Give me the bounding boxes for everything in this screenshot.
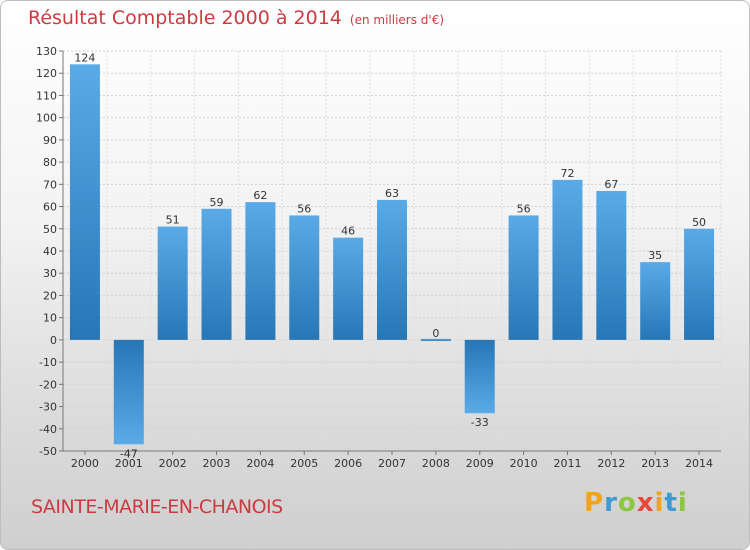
- y-tick-label: 70: [43, 178, 57, 191]
- y-tick-label: 90: [43, 134, 57, 147]
- bar-2000: [69, 64, 100, 340]
- y-tick-label: 80: [43, 156, 57, 169]
- logo-letter: t: [664, 488, 678, 518]
- chart-title-text: Résultat Comptable 2000 à 2014: [28, 7, 342, 29]
- x-tick-label-2005: 2005: [290, 457, 318, 470]
- bar-2007: [377, 199, 407, 340]
- x-tick-label-2010: 2010: [510, 457, 538, 470]
- value-label-2011: 72: [560, 167, 574, 180]
- bar-2002: [157, 226, 188, 340]
- x-tick-label-2003: 2003: [203, 457, 231, 470]
- proxiti-logo[interactable]: Proxiti: [584, 488, 688, 518]
- y-tick-label: 0: [50, 334, 57, 347]
- bar-2013: [640, 262, 671, 340]
- value-label-2012: 67: [604, 178, 618, 191]
- logo-letter: i: [654, 488, 665, 518]
- y-tick-label: 130: [36, 45, 57, 58]
- x-tick-label-2012: 2012: [597, 457, 625, 470]
- bar-2012: [596, 191, 627, 340]
- chart-unit: (en milliers d'€): [349, 13, 445, 27]
- value-label-2004: 62: [253, 189, 267, 202]
- y-tick-label: -20: [39, 378, 57, 391]
- x-tick-label-2013: 2013: [641, 457, 669, 470]
- x-tick-label-2014: 2014: [685, 457, 713, 470]
- logo-letter: P: [584, 488, 605, 518]
- y-tick-label: -10: [39, 356, 57, 369]
- y-tick-label: 10: [43, 312, 57, 325]
- y-tick-label: 50: [43, 223, 57, 236]
- x-tick-label-2007: 2007: [378, 457, 406, 470]
- value-label-2009: -33: [471, 416, 489, 429]
- y-tick-label: 40: [43, 245, 57, 258]
- x-tick-label-2002: 2002: [159, 457, 187, 470]
- logo-letter: i: [677, 488, 688, 518]
- y-tick-label: 100: [36, 112, 57, 125]
- bar-2011: [552, 179, 583, 340]
- value-label-2006: 46: [341, 225, 355, 238]
- value-label-2002: 51: [166, 214, 180, 227]
- value-label-2005: 56: [297, 202, 311, 215]
- bar-2005: [289, 215, 320, 340]
- y-tick-label: 20: [43, 289, 57, 302]
- bar-2004: [245, 202, 276, 340]
- x-tick-label-2006: 2006: [334, 457, 362, 470]
- x-tick-label-2011: 2011: [553, 457, 581, 470]
- y-tick-label: 60: [43, 201, 57, 214]
- bar-2010: [508, 215, 539, 340]
- value-label-2014: 50: [692, 216, 706, 229]
- value-label-2007: 63: [385, 187, 399, 200]
- y-tick-label: -50: [39, 445, 57, 458]
- chart-title: Résultat Comptable 2000 à 2014 (en millie…: [28, 7, 444, 29]
- value-label-2010: 56: [517, 202, 531, 215]
- value-label-2003: 59: [210, 196, 224, 209]
- value-label-2013: 35: [648, 249, 662, 262]
- logo-letter: o: [617, 488, 637, 518]
- bar-2003: [201, 208, 232, 340]
- y-tick-label: 120: [36, 67, 57, 80]
- value-label-2000: 124: [74, 51, 95, 64]
- bar-2001: [113, 339, 144, 445]
- bar-2006: [333, 237, 364, 340]
- bar-2009: [464, 339, 495, 414]
- bar-2008: [420, 338, 451, 341]
- x-tick-label-2001: 2001: [115, 457, 143, 470]
- logo-letter: r: [604, 488, 618, 518]
- y-tick-label: -30: [39, 401, 57, 414]
- x-tick-label-2000: 2000: [71, 457, 99, 470]
- y-tick-label: 110: [36, 89, 57, 102]
- y-tick-label: 30: [43, 267, 57, 280]
- x-tick-label-2009: 2009: [466, 457, 494, 470]
- y-tick-label: -40: [39, 423, 57, 436]
- value-label-2001: -47: [120, 447, 138, 460]
- logo-letter: x: [636, 488, 655, 518]
- value-label-2008: 0: [432, 327, 439, 340]
- x-tick-label-2008: 2008: [422, 457, 450, 470]
- commune-name: SAINTE-MARIE-EN-CHANOIS: [31, 496, 283, 518]
- bar-2014: [684, 228, 715, 340]
- x-tick-label-2004: 2004: [246, 457, 274, 470]
